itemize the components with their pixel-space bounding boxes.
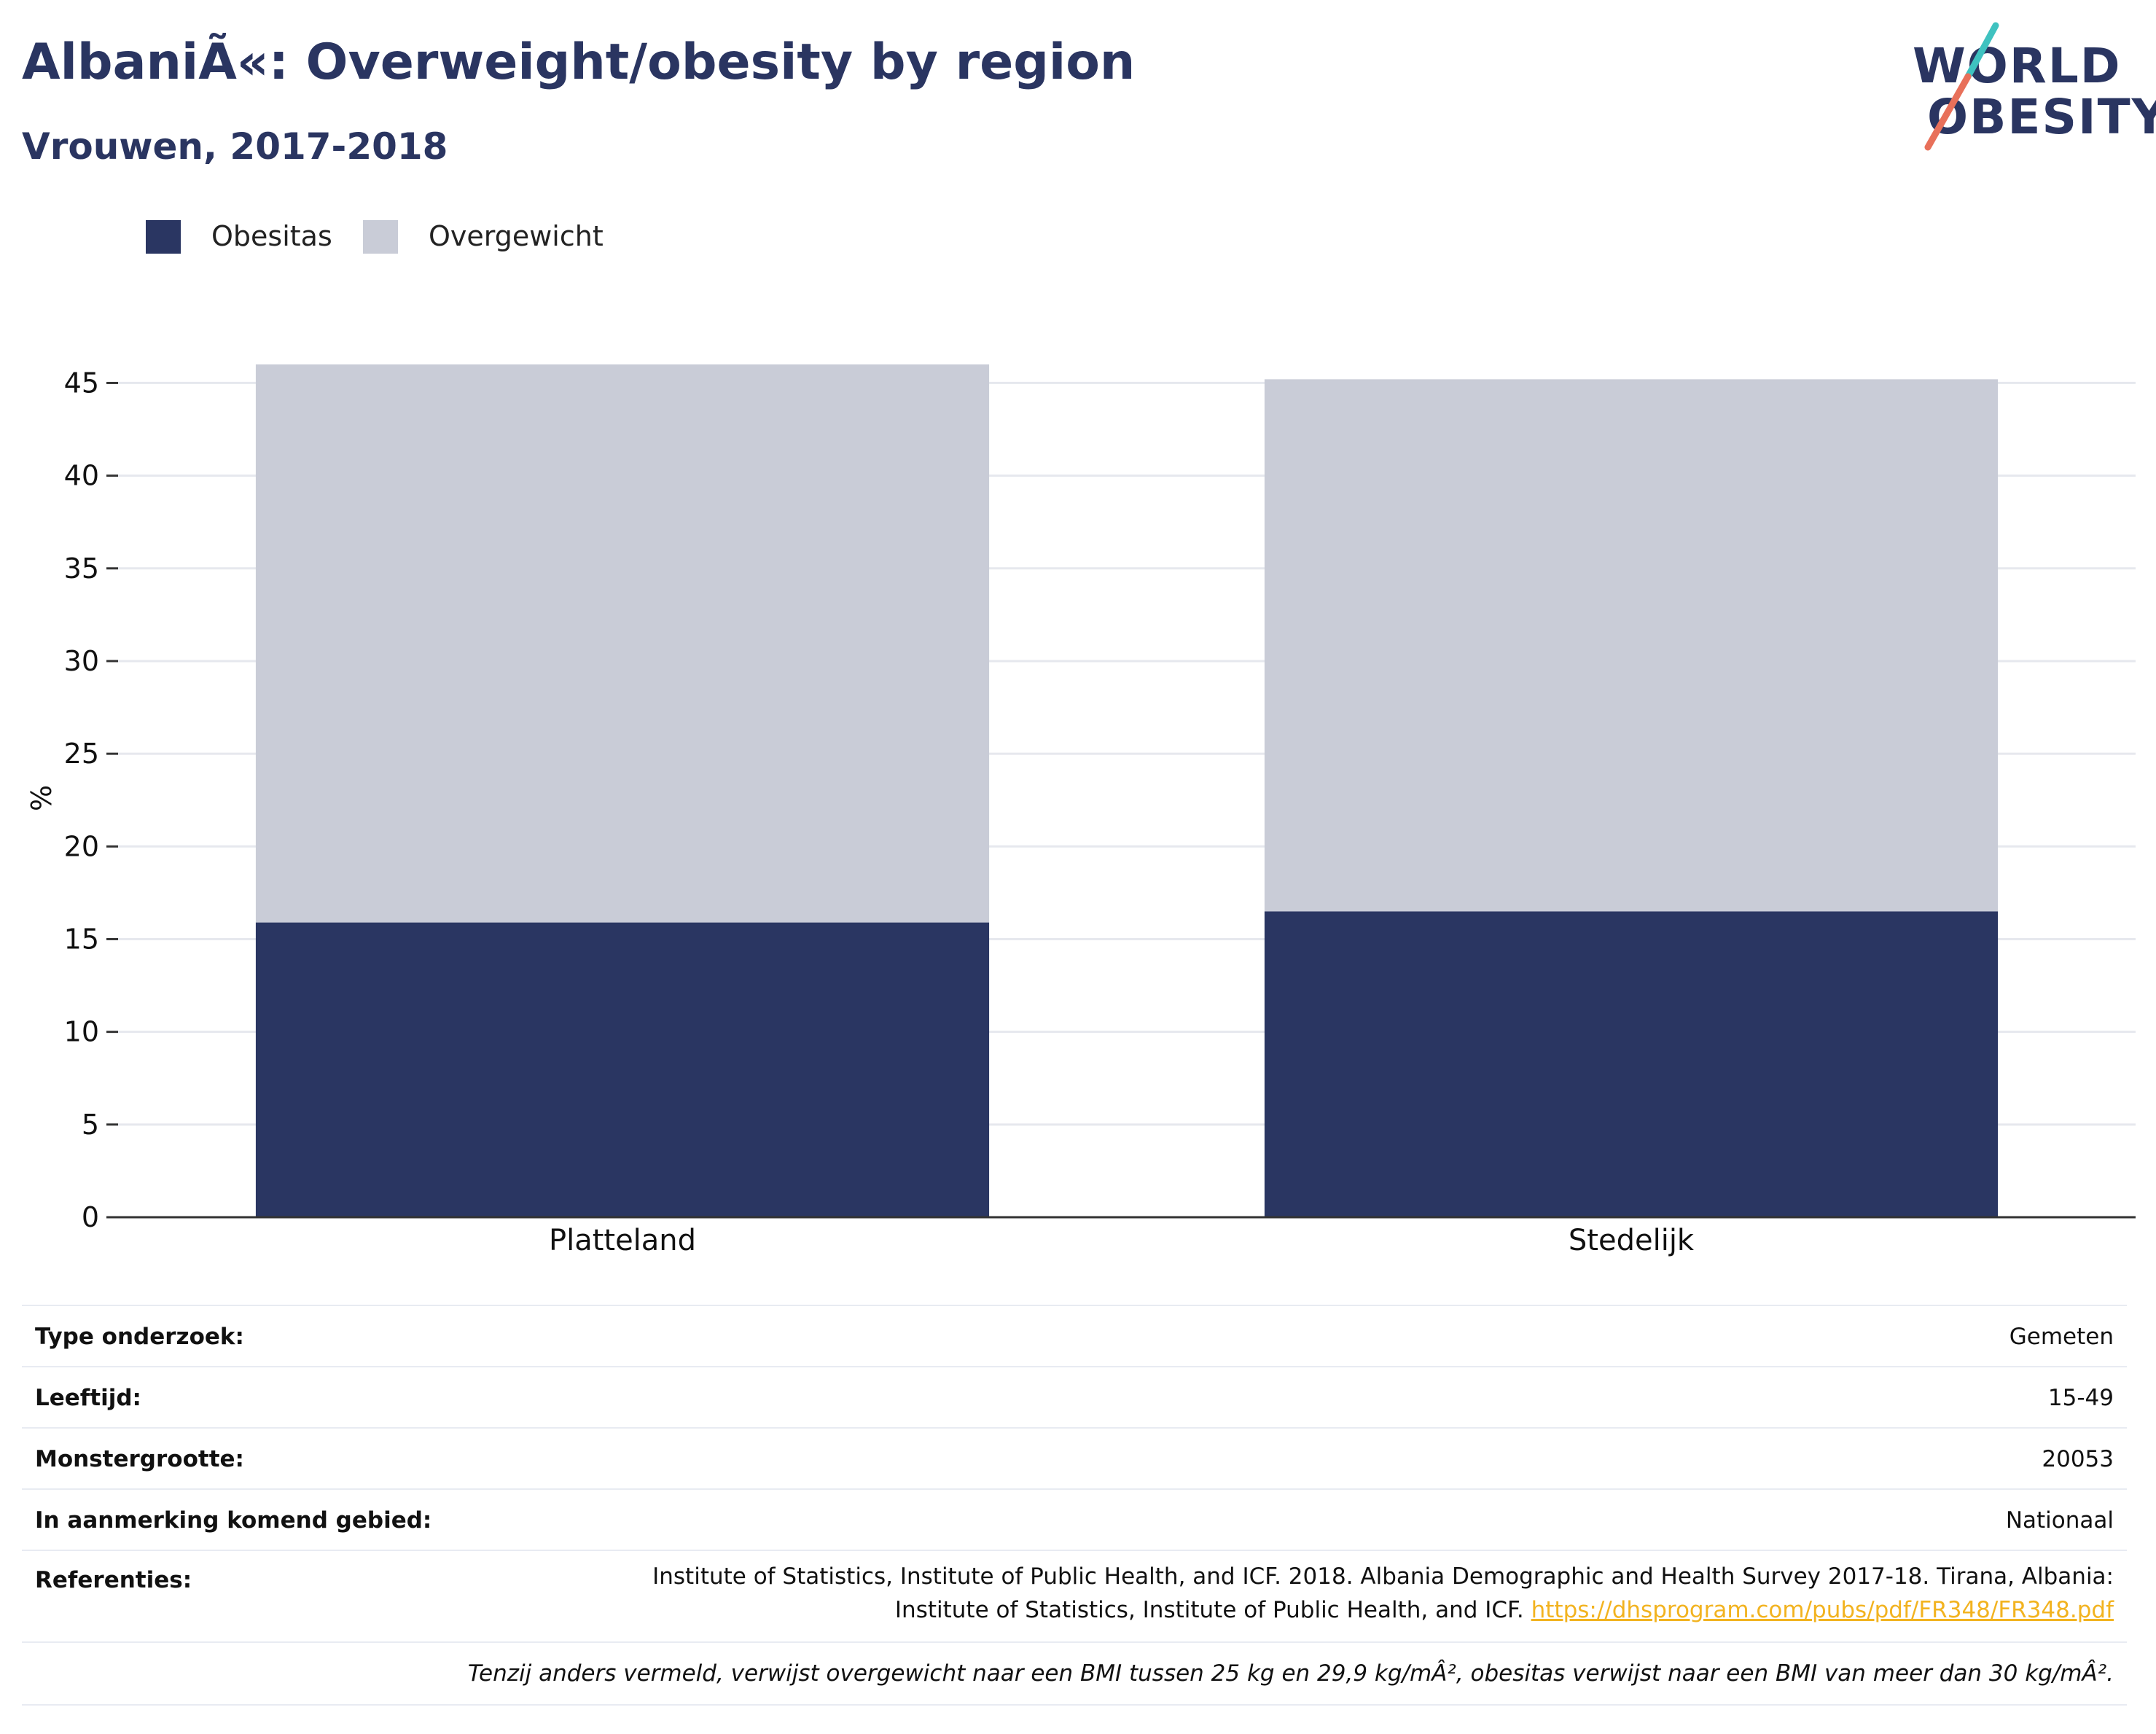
info-key-survey-type: Type onderzoek: — [35, 1324, 244, 1350]
bar-platteland-obesitas — [255, 922, 990, 1217]
y-tick-label-5: 5 — [82, 1109, 99, 1141]
info-row-note: Tenzij anders vermeld, verwijst overgewi… — [22, 1641, 2127, 1706]
info-key-area: In aanmerking komend gebied: — [35, 1507, 432, 1534]
info-row-sample-size: Monstergrootte: 20053 — [22, 1427, 2127, 1490]
info-value-sample-size: 20053 — [2042, 1446, 2114, 1472]
info-row-survey-type: Type onderzoek: Gemeten — [22, 1305, 2127, 1367]
chart-title: AlbaniÃ«: Overweight/obesity by region — [22, 34, 1136, 91]
y-tick-label-30: 30 — [64, 645, 99, 677]
info-key-references: Referenties: — [35, 1567, 192, 1593]
info-row-area: In aanmerking komend gebied: Nationaal — [22, 1488, 2127, 1551]
y-tick-label-40: 40 — [64, 460, 99, 492]
info-key-sample-size: Monstergrootte: — [35, 1446, 244, 1472]
legend-swatch-obesitas — [146, 220, 181, 254]
chart-subtitle: Vrouwen, 2017-2018 — [22, 125, 448, 168]
info-value-survey-type: Gemeten — [2009, 1324, 2114, 1350]
y-tick-label-25: 25 — [64, 738, 99, 770]
x-tick-label-stedelijk: Stedelijk — [1569, 1224, 1695, 1257]
y-axis-ticks: 0 5 10 15 20 25 30 35 40 45 — [64, 367, 118, 1233]
info-value-references: Institute of Statistics, Institute of Pu… — [652, 1560, 2114, 1627]
logo-slash-icon — [1924, 22, 1999, 151]
legend-label-obesitas: Obesitas — [211, 220, 332, 252]
info-row-age: Leeftijd: 15-49 — [22, 1366, 2127, 1429]
stacked-bar-chart: 0 5 10 15 20 25 30 35 40 45 Platteland Stedelijk % — [26, 364, 2136, 1257]
legend-label-overgewicht: Overgewicht — [429, 220, 604, 252]
bar-platteland-overgewicht — [255, 364, 990, 923]
world-obesity-logo: WORLD OBESITY — [1902, 22, 2156, 153]
info-key-age: Leeftijd: — [35, 1385, 141, 1411]
info-row-references: Referenties: Institute of Statistics, In… — [22, 1550, 2127, 1643]
x-tick-label-platteland: Platteland — [549, 1224, 696, 1257]
x-axis-ticks: Platteland Stedelijk — [549, 1224, 1695, 1257]
logo-word-world: WORLD — [1913, 38, 2122, 94]
info-value-area: Nationaal — [2005, 1507, 2114, 1534]
y-tick-label-45: 45 — [64, 367, 99, 399]
legend-swatch-overgewicht — [363, 220, 398, 254]
logo-word-obesity: OBESITY — [1927, 89, 2156, 145]
y-tick-label-35: 35 — [64, 552, 99, 585]
reference-line-2: Institute of Statistics, Institute of Pu… — [894, 1597, 1524, 1623]
reference-line-1: Institute of Statistics, Institute of Pu… — [652, 1563, 2114, 1590]
y-tick-label-15: 15 — [64, 923, 99, 955]
y-tick-label-10: 10 — [64, 1016, 99, 1048]
bmi-definition-note: Tenzij anders vermeld, verwijst overgewi… — [467, 1660, 2114, 1687]
y-axis-label: % — [26, 785, 58, 811]
y-tick-label-20: 20 — [64, 830, 99, 862]
bar-stedelijk-obesitas — [1264, 911, 1999, 1217]
bar-stedelijk-overgewicht — [1264, 379, 1999, 912]
chart-bars — [255, 364, 1999, 1217]
reference-link[interactable]: https://dhsprogram.com/pubs/pdf/FR348/FR… — [1531, 1597, 2114, 1623]
info-value-age: 15-49 — [2047, 1385, 2114, 1411]
y-tick-label-0: 0 — [82, 1201, 99, 1233]
